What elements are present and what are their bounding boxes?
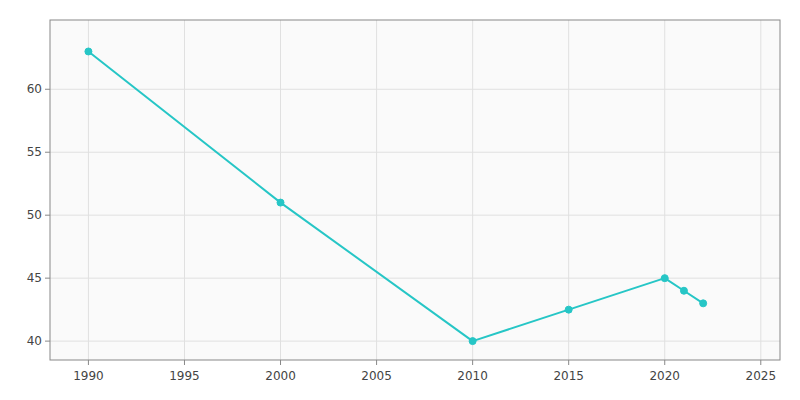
x-tick-label: 2010	[457, 369, 488, 383]
x-grid-line	[184, 20, 185, 360]
y-tick	[45, 341, 50, 342]
y-tick-label: 60	[27, 82, 42, 96]
point	[565, 306, 572, 313]
plot-background	[50, 20, 780, 360]
x-tick-label: 1990	[73, 369, 104, 383]
x-grid-line	[472, 20, 473, 360]
y-tick-label: 40	[27, 334, 42, 348]
x-tick	[568, 360, 569, 365]
page: {"chart_data": {"type": "line", "x": [19…	[0, 0, 800, 400]
x-grid-line	[88, 20, 89, 360]
y-grid-line	[50, 215, 780, 216]
chart-svg: 1990 1995 2000 2005 2010 2015 2020 2025 40 45 50 55…	[0, 0, 800, 400]
x-tick	[472, 360, 473, 365]
x-grid-line	[376, 20, 377, 360]
point	[85, 48, 92, 55]
point	[680, 287, 687, 294]
point	[661, 275, 668, 282]
x-tick-label: 2025	[746, 369, 777, 383]
x-tick	[184, 360, 185, 365]
y-grid-line	[50, 341, 780, 342]
plot-frame	[50, 20, 780, 360]
y-grid-line	[50, 152, 780, 153]
x-tick	[760, 360, 761, 365]
point	[469, 338, 476, 345]
x-tick-label: 2020	[649, 369, 680, 383]
x-grid-line	[760, 20, 761, 360]
x-grid-line	[664, 20, 665, 360]
x-tick	[88, 360, 89, 365]
x-tick	[280, 360, 281, 365]
y-tick	[45, 215, 50, 216]
x-tick	[376, 360, 377, 365]
line	[88, 51, 703, 341]
x-grid-line	[280, 20, 281, 360]
x-tick-label: 2000	[265, 369, 296, 383]
y-tick	[45, 152, 50, 153]
axes: 1990 1995 2000 2005 2010 2015 2020 2025 40 45 50 55…	[27, 20, 780, 383]
point	[277, 199, 284, 206]
y-tick	[45, 89, 50, 90]
grid	[50, 20, 780, 360]
y-tick-label: 45	[27, 271, 42, 285]
x-tick-label: 1995	[169, 369, 200, 383]
point	[700, 300, 707, 307]
x-tick-label: 2015	[553, 369, 584, 383]
y-grid-line	[50, 89, 780, 90]
x-tick	[664, 360, 665, 365]
y-tick	[45, 278, 50, 279]
y-tick-label: 55	[27, 145, 42, 159]
x-tick-label: 2005	[361, 369, 392, 383]
y-grid-line	[50, 278, 780, 279]
chart-container: 1990 1995 2000 2005 2010 2015 2020 2025 40 45 50 55…	[0, 0, 800, 400]
data-group	[85, 48, 707, 345]
y-tick-label: 50	[27, 208, 42, 222]
